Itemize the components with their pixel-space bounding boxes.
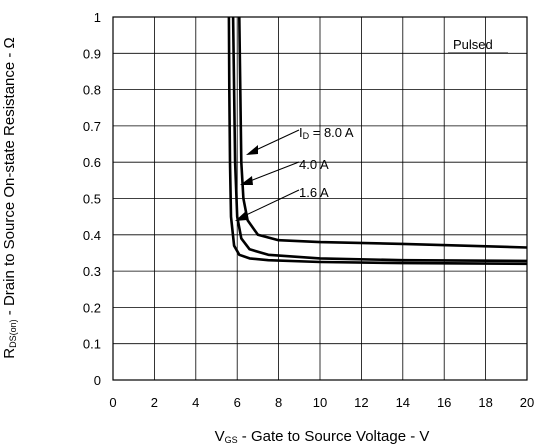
series-label-1_6a: 1.6 A — [299, 185, 329, 200]
x-tick-label: 4 — [192, 395, 199, 410]
y-tick-label: 0.1 — [83, 337, 101, 352]
x-tick-label: 8 — [275, 395, 282, 410]
x-tick-label: 16 — [437, 395, 451, 410]
x-tick-label: 6 — [234, 395, 241, 410]
x-tick-label: 14 — [396, 395, 410, 410]
y-tick-label: 0.6 — [83, 155, 101, 170]
y-tick-label: 0.4 — [83, 228, 101, 243]
y-tick-label: 0.2 — [83, 300, 101, 315]
y-tick-label: 0.3 — [83, 264, 101, 279]
arrowhead-4a — [240, 176, 253, 185]
y-tick-label: 1 — [94, 10, 101, 25]
x-tick-label: 10 — [313, 395, 327, 410]
y-tick-label: 0.7 — [83, 119, 101, 134]
leader-line-4a — [249, 161, 300, 182]
y-axis-title: RDS(on) - Drain to Source On-state Resis… — [1, 37, 18, 359]
leader-line-8a — [255, 129, 300, 151]
y-tick-label: 0.9 — [83, 46, 101, 61]
leader-line-1_6a — [243, 189, 300, 217]
arrowhead-8a — [246, 145, 258, 155]
series-line-0 — [238, 16, 528, 249]
x-tick-label: 2 — [151, 395, 158, 410]
y-tick-label: 0.5 — [83, 192, 101, 207]
arrowhead-1_6a — [235, 211, 247, 221]
leader-lines — [235, 129, 300, 221]
series-line-2 — [227, 16, 528, 266]
plot-frame — [112, 16, 528, 381]
series-group — [227, 16, 528, 266]
x-tick-label: 18 — [478, 395, 492, 410]
y-tick-label: 0 — [94, 373, 101, 388]
x-tick-label: 12 — [354, 395, 368, 410]
x-axis-title: VGS - Gate to Source Voltage - V — [215, 428, 430, 444]
y-tick-label: 0.8 — [83, 83, 101, 98]
tick-labels: 0 2 4 6 8 10 12 14 16 18 20 0 0.1 0.2 0.3 0.4 0.5 0.6 0.7 0… — [83, 10, 534, 410]
x-tick-label: 20 — [520, 395, 534, 410]
pulsed-note: Pulsed — [453, 37, 493, 52]
series-line-1 — [231, 16, 528, 263]
series-label-4a: 4.0 A — [299, 157, 329, 172]
x-tick-label: 0 — [109, 395, 116, 410]
series-label-8a: ID = 8.0 A — [299, 125, 354, 141]
